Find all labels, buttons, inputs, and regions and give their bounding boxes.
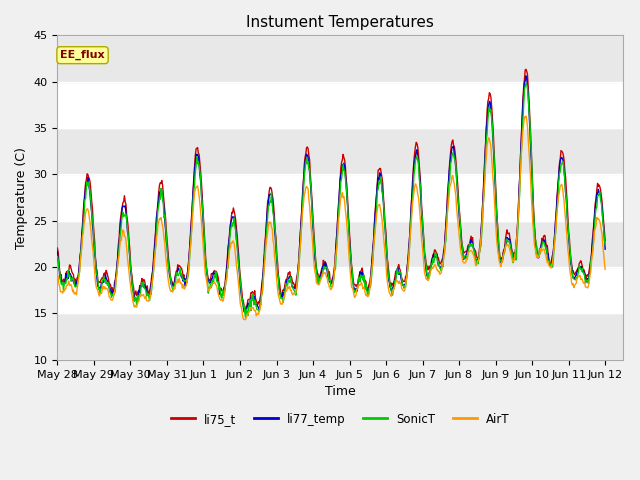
SonicT: [522, 81, 530, 86]
li75_t: [602, 238, 609, 243]
Bar: [58, 36, 623, 82]
li77_temp: [522, 73, 530, 79]
SonicT: [54, 253, 61, 259]
Bar: [58, 267, 623, 313]
SonicT: [415, 160, 422, 166]
li75_t: [415, 152, 422, 158]
Line: AirT: AirT: [58, 116, 605, 320]
Title: Instument Temperatures: Instument Temperatures: [246, 15, 435, 30]
li75_t: [399, 277, 406, 283]
SonicT: [63, 276, 71, 282]
Legend: li75_t, li77_temp, SonicT, AirT: li75_t, li77_temp, SonicT, AirT: [166, 408, 515, 431]
li77_temp: [175, 268, 183, 274]
li75_t: [242, 309, 250, 314]
Bar: [58, 313, 623, 360]
Text: EE_flux: EE_flux: [60, 50, 105, 60]
li77_temp: [63, 273, 71, 279]
AirT: [415, 194, 422, 200]
li77_temp: [120, 204, 127, 209]
AirT: [175, 276, 183, 281]
Line: SonicT: SonicT: [58, 84, 605, 317]
SonicT: [175, 270, 183, 276]
li75_t: [120, 199, 127, 204]
AirT: [204, 288, 212, 294]
li75_t: [204, 276, 212, 282]
SonicT: [242, 314, 250, 320]
li75_t: [522, 66, 530, 72]
li75_t: [54, 245, 61, 251]
Bar: [58, 221, 623, 267]
li77_temp: [399, 282, 406, 288]
li77_temp: [242, 310, 250, 315]
SonicT: [204, 290, 212, 296]
Bar: [58, 128, 623, 174]
SonicT: [399, 282, 406, 288]
li75_t: [175, 263, 183, 268]
Y-axis label: Temperature (C): Temperature (C): [15, 146, 28, 249]
AirT: [54, 271, 61, 277]
li77_temp: [204, 277, 212, 283]
Bar: [58, 174, 623, 221]
li77_temp: [602, 246, 609, 252]
AirT: [522, 113, 530, 119]
Line: li77_temp: li77_temp: [58, 76, 605, 312]
AirT: [120, 228, 127, 234]
SonicT: [602, 242, 609, 248]
AirT: [63, 282, 71, 288]
li75_t: [63, 270, 71, 276]
Line: li75_t: li75_t: [58, 69, 605, 312]
AirT: [242, 317, 250, 323]
Bar: [58, 82, 623, 128]
X-axis label: Time: Time: [325, 385, 356, 398]
AirT: [602, 266, 609, 272]
SonicT: [120, 214, 127, 219]
li77_temp: [415, 160, 422, 166]
AirT: [399, 287, 406, 293]
li77_temp: [54, 249, 61, 254]
